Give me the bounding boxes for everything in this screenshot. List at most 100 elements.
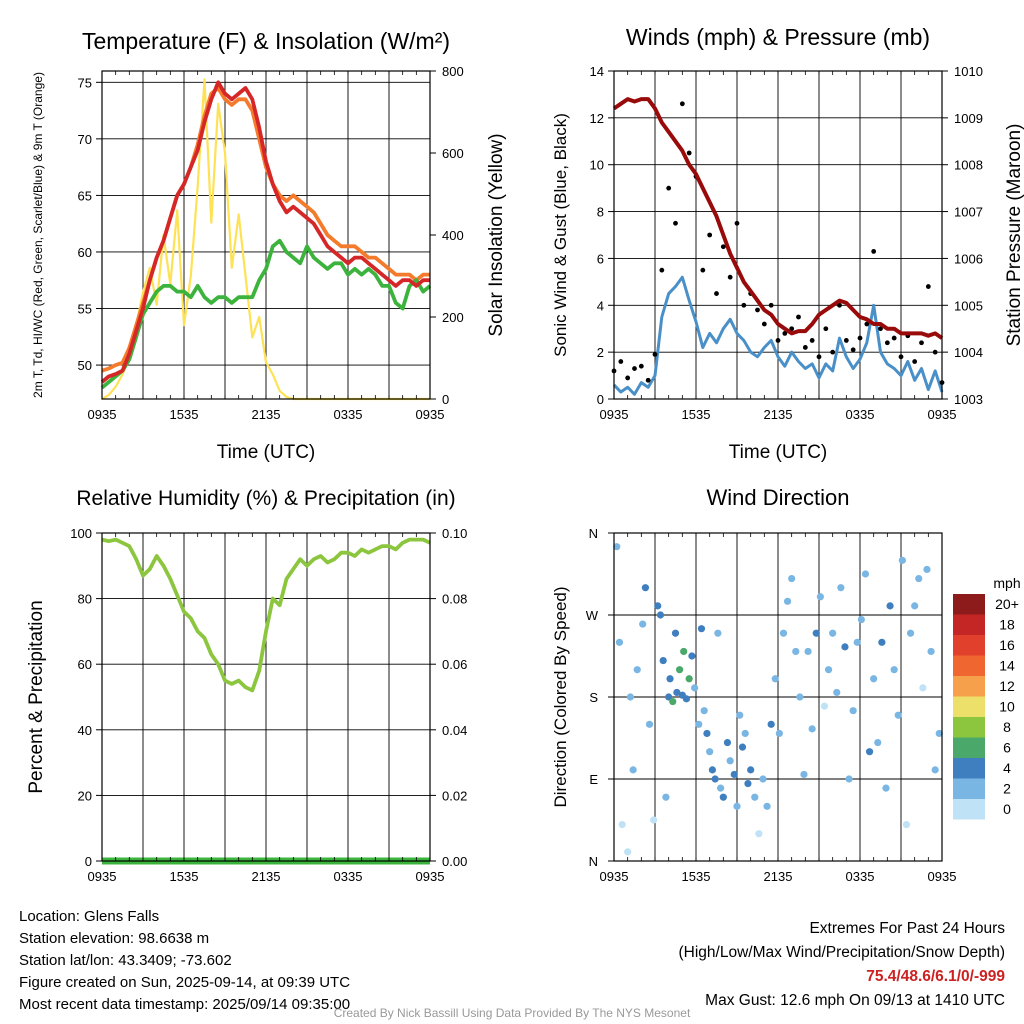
direction-point [915,574,923,583]
legend-label: 12 [999,678,1015,694]
y-tick-label: W [586,608,599,623]
gust-point [755,307,760,313]
gust-point [625,375,631,381]
direction-point [695,720,703,728]
gust-point [679,101,685,107]
direction-point [629,766,637,774]
y-tick-label: E [589,772,598,787]
legend-label: 10 [999,699,1015,715]
meteogram-charts: Temperature (F) & Insolation (W/m²) 0935… [26,24,1024,884]
wind-direction-plot-frame [613,532,943,862]
wind-direction-ylabel: Direction (Colored By Speed) [551,586,570,807]
direction-point [788,574,796,583]
gust-point [775,338,781,343]
gust-point [700,267,706,273]
insolation-ylabel: Solar Insolation (Yellow) [486,133,507,336]
legend-unit: mph [993,575,1020,591]
y-tick-label: 100 [70,526,92,541]
y-right-tick-label: 1008 [954,158,983,173]
y-tick-label: 8 [597,205,604,220]
direction-point [898,556,906,564]
gust-point [802,345,808,350]
x-tick-label: 1535 [682,869,711,884]
direction-point [726,757,734,765]
direction-point [771,675,779,683]
x-tick-label: 2135 [252,869,281,884]
x-tick-label: 2135 [764,407,793,422]
elevation-text: Station elevation: 98.6638 m [19,930,210,947]
direction-point [812,629,820,637]
direction-point [717,784,725,792]
legend-swatch [953,799,985,820]
legend-label: 0 [1003,801,1011,817]
legend-swatch [953,594,985,615]
speed-legend: mph 20+ 18 16 14 12 10 8 6 4 2 0 [953,575,1021,820]
direction-point [816,593,824,601]
direction-point [902,820,911,829]
y-tick-label: 20 [78,788,92,803]
y-tick-label: 14 [590,64,604,79]
direction-point [706,748,714,756]
direction-point [719,793,727,801]
direction-point [654,602,662,610]
y-tick-label: 65 [78,188,92,203]
credit-text: Created By Nick Bassill Using Data Provi… [333,1006,691,1020]
winds-plot-frame [613,70,943,400]
gust-point [796,314,801,320]
direction-point [767,720,775,728]
direction-point [894,711,902,719]
humidity-panel: Relative Humidity (%) & Precipitation (i… [26,487,467,884]
winds-panel: Winds (mph) & Pressure (mb) 0935 1535 2135… [551,24,1024,463]
extremes-box: Extremes For Past 24 Hours (High/Low/Max… [679,917,1006,1013]
created-text: Figure created on Sun, 2025-09-14, at 09… [19,974,351,991]
legend-swatch [953,635,985,656]
direction-point [923,565,931,574]
direction-point [857,615,865,624]
direction-point [845,775,853,783]
x-tick-label: 0935 [928,869,957,884]
direction-point [829,629,837,637]
direction-point [841,643,849,651]
direction-point [626,693,635,701]
extremes-values: 75.4/48.6/6.1/0/-999 [866,968,1005,985]
legend-label: 6 [1003,740,1011,756]
direction-point [671,629,680,637]
direction-point [824,666,833,674]
direction-point [697,625,706,633]
direction-point [676,666,684,674]
humidity-ylabel: Percent & Precipitation [26,600,47,793]
y-tick-label: N [589,526,598,541]
extremes-subtitle: (High/Low/Max Wind/Precipitation/Snow De… [678,944,1006,961]
y-tick-label: 55 [78,302,92,317]
y-right-tick-label: 0.02 [442,788,467,803]
x-tick-label: 2135 [764,869,793,884]
gust-point [884,340,890,346]
direction-point [624,848,632,856]
direction-point [666,675,674,683]
direction-point [736,711,744,719]
gust-point [652,352,658,357]
direction-point [662,793,670,801]
temperature-xlabel: Time (UTC) [217,442,316,463]
y-right-tick-label: 1003 [954,392,983,407]
direction-point [723,738,732,747]
direction-point [853,638,861,646]
y-tick-label: N [589,854,598,869]
x-tick-label: 0935 [928,407,957,422]
gust-point [720,244,726,250]
y-tick-label: 60 [78,245,92,260]
legend-swatch [953,614,985,635]
gust-point [741,302,747,308]
direction-point [837,584,845,592]
direction-point [633,666,641,674]
direction-point [833,688,841,697]
y-right-tick-label: 1004 [954,345,983,360]
direction-point [680,647,688,656]
gust-point [932,349,938,355]
x-tick-label: 1535 [170,407,199,422]
direction-point [711,775,719,783]
gust-point [850,347,856,353]
direction-point [779,629,788,637]
max-gust-text: Max Gust: 12.6 mph On 09/13 at 1410 UTC [705,992,1005,1009]
direction-point [688,652,696,660]
